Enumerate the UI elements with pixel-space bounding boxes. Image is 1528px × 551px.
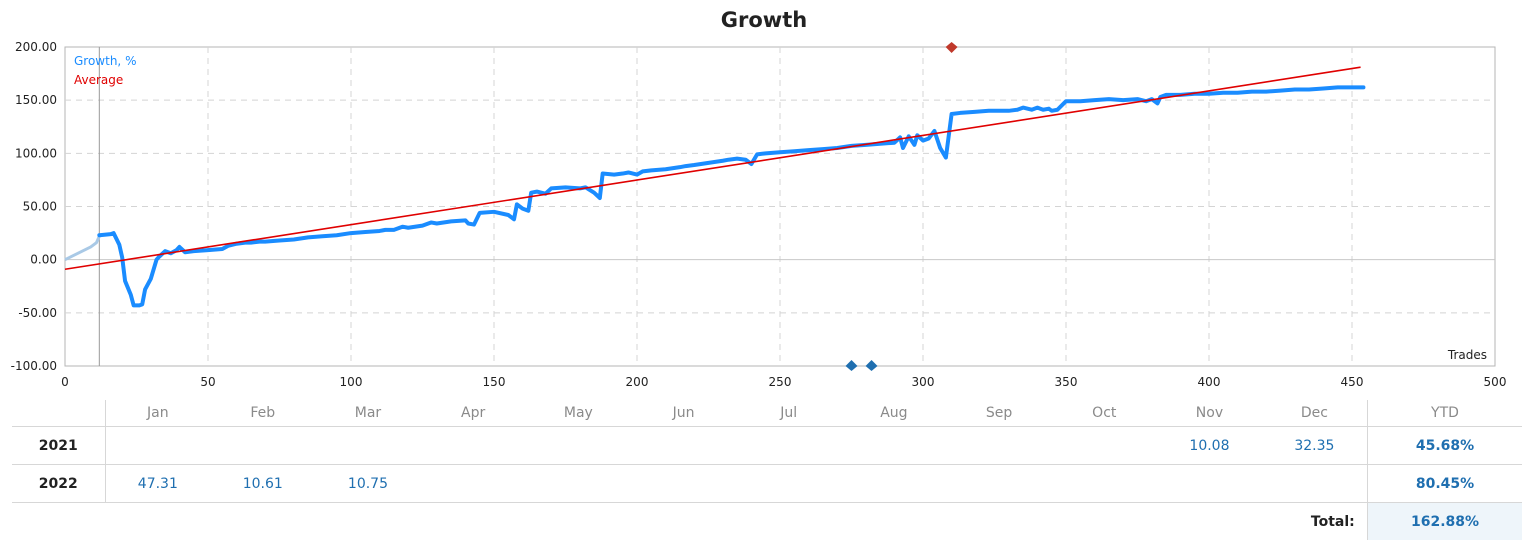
total-value: 162.88% bbox=[1366, 502, 1523, 540]
month-value[interactable] bbox=[421, 465, 526, 503]
y-tick-label: 100.00 bbox=[15, 146, 57, 160]
month-value[interactable]: 10.08 bbox=[1189, 437, 1230, 454]
total-label: Total: bbox=[1310, 513, 1355, 530]
ytd-header: YTD bbox=[1366, 400, 1523, 427]
month-header: Feb bbox=[250, 405, 276, 421]
month-value[interactable] bbox=[631, 465, 736, 503]
x-tick-label: 350 bbox=[1055, 375, 1078, 389]
header-year-blank bbox=[12, 400, 106, 427]
y-tick-label: 50.00 bbox=[23, 200, 57, 214]
month-header: Mar bbox=[354, 405, 382, 421]
legend-growth: Growth, % bbox=[74, 54, 136, 68]
month-value[interactable]: 10.61 bbox=[242, 475, 283, 492]
legend-average: Average bbox=[74, 73, 123, 87]
month-value[interactable] bbox=[631, 427, 736, 465]
x-tick-label: 50 bbox=[200, 375, 215, 389]
growth-line bbox=[97, 85, 1366, 308]
x-tick-label: 500 bbox=[1484, 375, 1507, 389]
month-value[interactable] bbox=[105, 427, 210, 465]
x-tick-label: 250 bbox=[769, 375, 792, 389]
month-value[interactable] bbox=[1157, 465, 1262, 503]
month-header: Oct bbox=[1092, 405, 1117, 421]
month-value[interactable] bbox=[736, 465, 841, 503]
month-value[interactable] bbox=[947, 465, 1052, 503]
results-table: Jan Feb Mar Apr May Jun Jul Aug Sep Oct … bbox=[12, 400, 1523, 540]
x-tick-label: 450 bbox=[1341, 375, 1364, 389]
month-header: Dec bbox=[1300, 405, 1328, 421]
table-row-2022: 2022 47.31 10.61 10.75 80.45% bbox=[12, 464, 1523, 503]
table-header-row: Jan Feb Mar Apr May Jun Jul Aug Sep Oct … bbox=[12, 400, 1523, 427]
grid bbox=[64, 46, 1496, 367]
month-value[interactable]: 47.31 bbox=[137, 475, 178, 492]
month-header: Apr bbox=[461, 405, 486, 421]
average-line bbox=[64, 66, 1361, 271]
x-tick-label: 400 bbox=[1198, 375, 1221, 389]
month-value[interactable] bbox=[526, 465, 631, 503]
table-total-row: Total: 162.88% bbox=[12, 502, 1523, 540]
x-axis-label: Trades bbox=[1447, 348, 1487, 362]
month-header: Nov bbox=[1195, 405, 1224, 421]
x-tick-label: 300 bbox=[912, 375, 935, 389]
growth-chart: 0 50 100 150 200 250 300 350 400 450 500 200.00 150.… bbox=[11, 40, 1507, 389]
month-value[interactable]: 10.75 bbox=[347, 475, 389, 492]
month-value[interactable] bbox=[421, 427, 526, 465]
out-of-range-marker bbox=[865, 360, 878, 371]
month-value[interactable] bbox=[1052, 427, 1157, 465]
out-of-range-marker bbox=[945, 42, 958, 53]
month-value[interactable] bbox=[841, 427, 946, 465]
month-value[interactable] bbox=[1052, 465, 1157, 503]
x-tick-label: 200 bbox=[626, 375, 649, 389]
y-tick-label: 0.00 bbox=[30, 253, 57, 267]
series bbox=[64, 66, 1366, 308]
table-row-2021: 2021 10.08 32.35 45.68% bbox=[12, 426, 1523, 465]
y-tick-label: 150.00 bbox=[15, 93, 57, 107]
y-tick-label: -100.00 bbox=[11, 359, 57, 373]
year-label: 2022 bbox=[12, 464, 106, 503]
month-header: Jun bbox=[672, 405, 695, 421]
x-tick-label: 0 bbox=[61, 375, 69, 389]
ytd-value[interactable]: 45.68% bbox=[1366, 426, 1523, 465]
month-value[interactable] bbox=[1262, 465, 1367, 503]
x-tick-label: 150 bbox=[483, 375, 506, 389]
month-header: Aug bbox=[880, 405, 908, 421]
month-header: May bbox=[563, 405, 593, 421]
axis-tick-labels: 0 50 100 150 200 250 300 350 400 450 500 200.00 150.… bbox=[11, 40, 1507, 389]
month-value[interactable] bbox=[526, 427, 631, 465]
y-tick-label: 200.00 bbox=[15, 40, 57, 54]
month-value[interactable] bbox=[210, 427, 315, 465]
month-value[interactable] bbox=[841, 465, 946, 503]
x-tick-label: 100 bbox=[340, 375, 363, 389]
chart-title: Growth bbox=[720, 8, 808, 32]
month-value[interactable] bbox=[947, 427, 1052, 465]
growth-line-prior bbox=[64, 235, 101, 262]
ytd-value[interactable]: 80.45% bbox=[1366, 464, 1523, 503]
month-header: Jan bbox=[147, 405, 169, 421]
month-value[interactable]: 32.35 bbox=[1294, 437, 1335, 454]
out-of-range-marker bbox=[845, 360, 858, 371]
month-value[interactable] bbox=[315, 427, 420, 465]
year-label: 2021 bbox=[12, 426, 106, 465]
markers bbox=[845, 42, 958, 371]
y-tick-label: -50.00 bbox=[18, 306, 57, 320]
month-header: Jul bbox=[780, 405, 798, 421]
legend: Growth, % Average bbox=[74, 54, 136, 87]
month-value[interactable] bbox=[736, 427, 841, 465]
month-header: Sep bbox=[985, 405, 1013, 421]
